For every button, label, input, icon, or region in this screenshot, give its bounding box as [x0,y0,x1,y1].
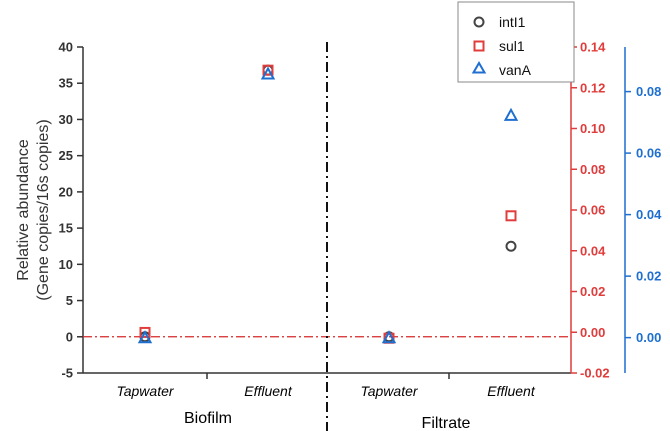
right-blue-axis-ticks: 0.00 0.02 0.04 0.06 0.08 [625,84,662,345]
blue-tick-label: 0.02 [636,269,661,284]
y-axis-label-line1: Relative abundance [15,139,32,281]
red-tick-label: 0.04 [580,243,606,258]
data-point-sul1-3 [507,211,516,220]
left-tick-label: 5 [66,293,73,308]
red-tick-label: 0.14 [580,40,606,55]
left-tick-label: 20 [59,184,73,199]
legend-label-intI1: intI1 [499,14,526,30]
left-tick-label: 25 [59,148,73,163]
red-tick-label: 0.06 [580,203,605,218]
legend-label-vanA: vanA [499,62,532,78]
left-axis-ticks: -5 0 5 10 15 20 25 30 35 40 [59,40,83,381]
legend: intI1 sul1 vanA [458,2,574,82]
blue-tick-label: 0.00 [636,330,661,345]
right-red-axis-ticks: -0.02 0.00 0.02 0.04 0.06 0.08 0.10 0.12 0.14 [571,40,610,381]
left-tick-label: 15 [59,221,73,236]
data-point-intI1-3 [507,242,516,251]
group-label-filtrate: Filtrate [422,415,471,431]
y-axis-label-line2: (Gene copies/16s copies) [35,119,52,300]
plot-frame [83,47,625,373]
x-tick-label-filtrate-effluent: Effluent [487,383,536,399]
left-tick-label: 10 [59,257,73,272]
red-tick-label: 0.02 [580,284,605,299]
blue-tick-label: 0.04 [636,207,662,222]
red-tick-label: 0.00 [580,325,605,340]
group-label-biofilm: Biofilm [184,410,232,427]
data-point-vanA-3 [506,110,517,120]
red-tick-label: 0.12 [580,80,605,95]
red-tick-label: 0.08 [580,162,605,177]
y-axis-label-units: (Gene copies/16s copies) [35,119,52,300]
left-tick-label: -5 [61,366,73,381]
x-tick-label-biofilm-effluent: Effluent [244,383,293,399]
red-tick-label: -0.02 [580,366,610,381]
x-tick-label-filtrate-tapwater: Tapwater [360,383,418,399]
x-tick-label-biofilm-tapwater: Tapwater [116,383,174,399]
red-tick-label: 0.10 [580,121,605,136]
left-tick-label: 35 [59,76,73,91]
blue-tick-label: 0.08 [636,84,661,99]
left-tick-label: 40 [59,40,73,55]
blue-tick-label: 0.06 [636,146,661,161]
y-axis-label: Relative abundance [15,139,32,281]
legend-label-sul1: sul1 [499,38,525,54]
left-tick-label: 30 [59,112,73,127]
left-tick-label: 0 [66,329,73,344]
